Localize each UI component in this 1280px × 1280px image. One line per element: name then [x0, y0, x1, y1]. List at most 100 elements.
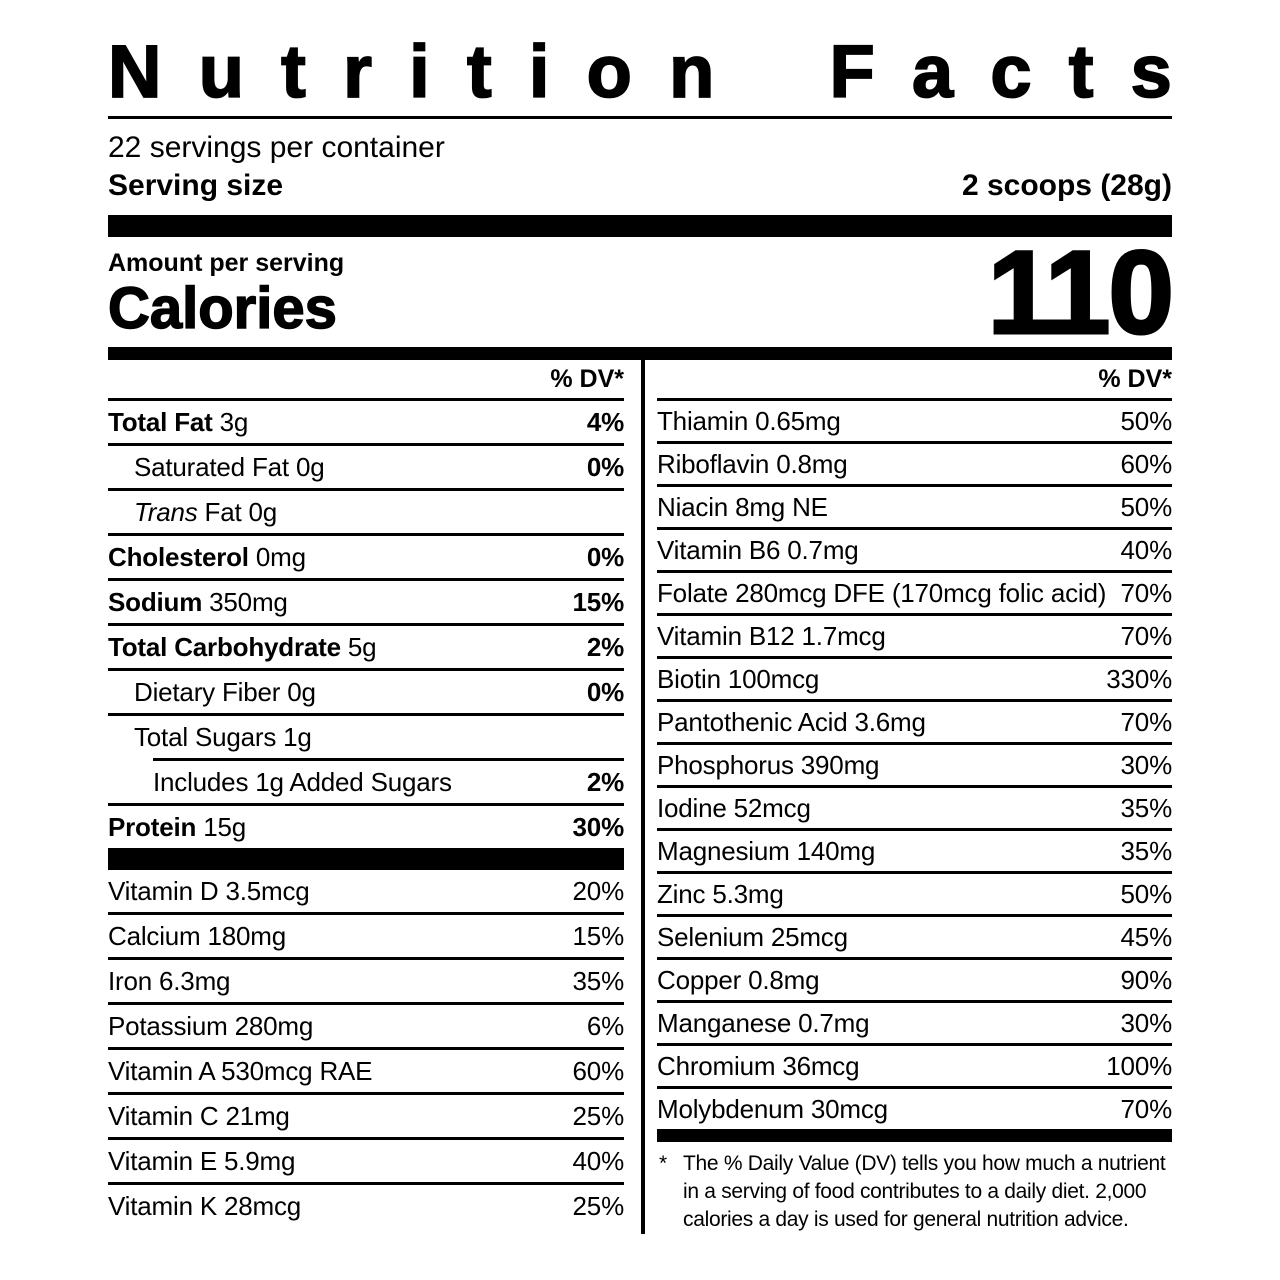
calories-label: Calories [107, 276, 337, 341]
nutrient-name: Potassium 280mg [108, 1011, 314, 1041]
nutrient-name: Protein 15g [108, 812, 246, 842]
nutrient-dv: 0% [586, 542, 624, 572]
nutrient-row: Folate 280mcg DFE (170mcg folic acid) 70… [657, 573, 1172, 616]
nutrient-dv: 35% [1120, 836, 1173, 866]
nutrient-dv: 15% [572, 921, 625, 951]
nutrient-dv: 60% [572, 1056, 625, 1086]
nutrient-row: Selenium 25mcg 45% [657, 917, 1172, 960]
separator-bar-footnote [657, 1129, 1172, 1142]
nutrient-dv: 35% [1120, 793, 1173, 823]
nutrient-row: Vitamin B12 1.7mcg 70% [657, 616, 1172, 659]
nutrient-row: Vitamin D 3.5mcg 20% [108, 870, 624, 915]
nutrient-dv: 50% [1120, 406, 1173, 436]
nutrient-name: Selenium 25mcg [657, 922, 848, 952]
vitamin-rows-left: Vitamin D 3.5mcg 20% Calcium 180mg 15% I… [108, 870, 624, 1227]
nutrient-dv: 0% [586, 452, 624, 482]
nutrient-row: Iron 6.3mg 35% [108, 960, 624, 1005]
nutrient-dv: 70% [1120, 621, 1173, 651]
nutrient-dv: 100% [1106, 1051, 1172, 1081]
nutrient-name: Chromium 36mcg [657, 1051, 860, 1081]
nutrient-dv: 70% [1120, 707, 1173, 737]
nutrient-row: Vitamin B6 0.7mg 40% [657, 530, 1172, 573]
nutrient-name: Magnesium 140mg [657, 836, 876, 866]
nutrient-dv: 40% [1120, 535, 1173, 565]
serving-size-row: Serving size 2 scoops (28g) [108, 169, 1172, 215]
serving-size-label: Serving size [108, 169, 284, 202]
nutrient-row: Dietary Fiber 0g 0% [108, 671, 624, 716]
nutrient-name: Includes 1g Added Sugars [153, 767, 452, 797]
nutrient-dv: 90% [1120, 965, 1173, 995]
footnote-asterisk: * [659, 1152, 667, 1175]
dv-header-right: % DV* [657, 360, 1172, 401]
nutrient-row: Manganese 0.7mg 30% [657, 1003, 1172, 1046]
nutrient-dv: 4% [586, 407, 624, 437]
nutrient-row: Includes 1g Added Sugars 2% [153, 758, 624, 803]
nutrient-row: Total Sugars 1g [108, 716, 624, 758]
nutrient-name: Vitamin C 21mg [108, 1101, 290, 1131]
separator-bar-thick [108, 215, 1172, 237]
nutrient-dv: 20% [572, 876, 625, 906]
nutrient-row: Protein 15g 30% [108, 803, 624, 848]
nutrient-name: Total Sugars 1g [134, 722, 312, 752]
nutrient-name: Molybdenum 30mcg [657, 1094, 888, 1124]
nutrient-dv: 50% [1120, 879, 1173, 909]
nutrient-row: Iodine 52mcg 35% [657, 788, 1172, 831]
nutrient-dv: 15% [572, 587, 625, 617]
nutrient-row: Niacin 8mg NE 50% [657, 487, 1172, 530]
nutrient-name: Vitamin B12 1.7mcg [657, 621, 886, 651]
nutrient-name: Phosphorus 390mg [657, 750, 880, 780]
separator-bar-medium [108, 347, 1172, 360]
nutrient-row: Vitamin K 28mcg 25% [108, 1185, 624, 1227]
servings-per-container: 22 servings per container [108, 131, 445, 164]
nutrient-row: Chromium 36mcg 100% [657, 1046, 1172, 1089]
nutrient-name: Iron 6.3mg [108, 966, 231, 996]
nutrient-dv: 25% [572, 1101, 625, 1131]
nutrient-row: Vitamin E 5.9mg 40% [108, 1140, 624, 1185]
nutrient-row: Cholesterol 0mg 0% [108, 536, 624, 581]
amount-per-serving-label: Amount per serving [108, 249, 345, 277]
nutrient-name: Calcium 180mg [108, 921, 287, 951]
nutrient-row: Pantothenic Acid 3.6mg 70% [657, 702, 1172, 745]
nutrient-name: Cholesterol 0mg [108, 542, 306, 572]
footnote-text: The % Daily Value (DV) tells you how muc… [683, 1152, 1166, 1231]
nutrient-columns: % DV* Total Fat 3g 4% Saturated Fat 0g 0… [108, 360, 1172, 1234]
nutrient-name: Copper 0.8mg [657, 965, 820, 995]
nutrient-row: Trans Fat 0g [108, 491, 624, 536]
nutrient-name: Trans Fat 0g [134, 497, 278, 527]
nutrient-dv: 2% [586, 632, 624, 662]
footnote: * The % Daily Value (DV) tells you how m… [657, 1142, 1172, 1234]
nutrient-name: Zinc 5.3mg [657, 879, 784, 909]
nutrient-row: Sodium 350mg 15% [108, 581, 624, 626]
nutrient-name: Vitamin D 3.5mcg [108, 876, 310, 906]
right-column: % DV* Thiamin 0.65mg 50% Riboflavin 0.8m… [645, 360, 1172, 1234]
nutrient-dv: 45% [1120, 922, 1173, 952]
nutrient-row: Total Carbohydrate 5g 2% [108, 626, 624, 671]
nutrient-name: Vitamin B6 0.7mg [657, 535, 859, 565]
nutrient-dv: 25% [572, 1191, 625, 1221]
nutrient-name: Riboflavin 0.8mg [657, 449, 848, 479]
nutrient-row: Thiamin 0.65mg 50% [657, 401, 1172, 444]
left-column: % DV* Total Fat 3g 4% Saturated Fat 0g 0… [108, 360, 645, 1234]
nutrient-row: Molybdenum 30mcg 70% [657, 1089, 1172, 1129]
nutrient-name: Biotin 100mcg [657, 664, 820, 694]
calories-section: Amount per serving Calories 110 [107, 233, 1175, 354]
nutrient-name: Vitamin A 530mcg RAE [108, 1056, 373, 1086]
nutrient-row: Calcium 180mg 15% [108, 915, 624, 960]
nutrient-name: Sodium 350mg [108, 587, 288, 617]
nutrient-row: Potassium 280mg 6% [108, 1005, 624, 1050]
nutrient-name: Thiamin 0.65mg [657, 406, 841, 436]
nutrient-dv: 6% [586, 1011, 624, 1041]
nutrient-row: Phosphorus 390mg 30% [657, 745, 1172, 788]
separator-bar-protein [108, 848, 624, 870]
nutrient-name: Saturated Fat 0g [134, 452, 325, 482]
dv-header-left: % DV* [108, 360, 624, 401]
nutrient-dv: 50% [1120, 492, 1173, 522]
nutrient-row: Magnesium 140mg 35% [657, 831, 1172, 874]
nutrient-dv: 330% [1106, 664, 1172, 694]
nutrient-row: Zinc 5.3mg 50% [657, 874, 1172, 917]
nutrient-name: Total Carbohydrate 5g [108, 632, 377, 662]
nutrient-name: Dietary Fiber 0g [134, 677, 316, 707]
nutrient-name: Folate 280mcg DFE (170mcg folic acid) [657, 578, 1107, 608]
nutrient-row: Biotin 100mcg 330% [657, 659, 1172, 702]
